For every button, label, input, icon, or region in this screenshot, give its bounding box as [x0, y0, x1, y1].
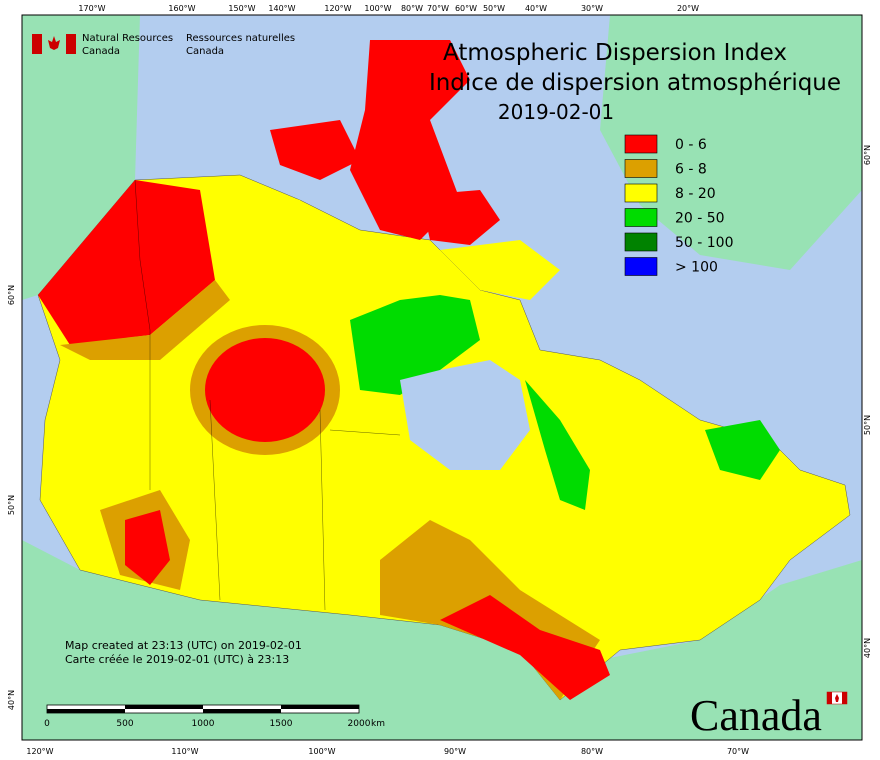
legend-label: 20 - 50 [675, 211, 725, 227]
scale-segment [47, 709, 125, 713]
credit-line: Carte créée le 2019-02-01 (UTC) à 23:13 [65, 653, 289, 666]
canada-wordmark: Canada [690, 691, 848, 740]
arctic-islands [230, 180, 330, 260]
region-low [38, 180, 215, 345]
legend-swatch [624, 208, 658, 227]
legend-swatch [624, 232, 658, 252]
latitude-label: 40°N [863, 638, 872, 658]
scale-bar: 0 500 1000 1500 2000 km [44, 704, 385, 729]
agency-name: Ressources naturelles [186, 33, 295, 44]
scale-segment [203, 709, 281, 713]
title: Atmospheric Dispersion Index [443, 40, 787, 66]
maple-leaf [835, 694, 839, 702]
agency-name: Natural Resources [82, 33, 173, 44]
arctic-islands [270, 120, 360, 180]
flag-bar [827, 692, 832, 704]
latitude-label: 60°N [7, 285, 16, 305]
legend-label: 0 - 6 [675, 137, 707, 153]
flag-bar [66, 34, 76, 54]
frame-border [21, 14, 863, 741]
longitude-label: 150°W [228, 4, 255, 13]
longitude-label: 140°W [268, 4, 295, 13]
latitude-label: 50°N [7, 495, 16, 515]
province-borders [134, 179, 401, 611]
border [209, 399, 221, 601]
arctic-islands [440, 240, 560, 300]
flag-bar [842, 692, 847, 704]
date: 2019-02-01 [498, 100, 614, 124]
longitude-label: 120°W [324, 4, 351, 13]
scale-label: 1000 [192, 719, 215, 729]
legend-swatch [624, 257, 658, 276]
longitude-label: 70°W [427, 4, 449, 13]
latitude-label: 40°N [7, 690, 16, 710]
flag-bar [32, 34, 42, 54]
title: Indice de dispersion atmosphérique [429, 70, 841, 96]
longitude-label: 30°W [581, 4, 603, 13]
legend-swatch [624, 159, 658, 178]
credit-line: Map created at 23:13 (UTC) on 2019-02-01 [65, 639, 302, 652]
scale-unit: km [371, 719, 385, 729]
longitude-label: 60°W [455, 4, 477, 13]
legend-swatch [624, 183, 658, 203]
legend-label: 6 - 8 [675, 162, 707, 178]
legend: 0 - 6 6 - 8 8 - 20 20 - 50 50 - 100 > 100 [624, 134, 734, 276]
arctic-islands [420, 190, 500, 245]
legend-label: > 100 [675, 260, 718, 276]
region-high [705, 420, 780, 480]
region-low [205, 338, 325, 442]
region-moderate [60, 280, 230, 360]
region-high [525, 380, 590, 510]
longitude-label: 120°W [26, 747, 53, 756]
longitude-label: 170°W [78, 4, 105, 13]
credits: Map created at 23:13 (UTC) on 2019-02-01… [65, 639, 302, 666]
greenland [600, 15, 862, 270]
border [134, 179, 151, 490]
longitude-label: 70°W [727, 747, 749, 756]
region-high [350, 295, 480, 395]
scale-label: 1500 [270, 719, 293, 729]
border [329, 429, 401, 436]
united-states [22, 540, 862, 740]
longitude-label: 20°W [677, 4, 699, 13]
longitude-label: 100°W [308, 747, 335, 756]
scale-label: 500 [116, 719, 133, 729]
longitude-label: 110°W [171, 747, 198, 756]
legend-label: 8 - 20 [675, 186, 716, 202]
legend-label: 50 - 100 [675, 235, 734, 251]
map-frame [22, 15, 862, 740]
longitude-label: 40°W [525, 4, 547, 13]
hudson-bay [400, 360, 530, 470]
region-low [440, 595, 610, 700]
latitude-label: 50°N [863, 415, 872, 435]
wordmark: Canada [690, 691, 822, 740]
longitude-label: 100°W [364, 4, 391, 13]
region-low [125, 510, 170, 585]
alaska [22, 15, 140, 300]
scale-label: 0 [44, 719, 50, 729]
nrcan-logo: Natural Resources Canada Ressources natu… [32, 33, 295, 57]
legend-swatch [624, 134, 658, 154]
scale-label: 2000 [348, 719, 371, 729]
graticule: 170°W 160°W 150°W 140°W 120°W 100°W 80°W 70°W 60… [7, 4, 872, 756]
maple-leaf [48, 36, 60, 50]
scale-segment [281, 705, 359, 709]
longitude-label: 80°W [581, 747, 603, 756]
scale-segment [125, 705, 203, 709]
agency-name: Canada [186, 46, 224, 57]
border [319, 409, 326, 611]
agency-name: Canada [82, 46, 120, 57]
longitude-label: 80°W [401, 4, 423, 13]
longitude-label: 160°W [168, 4, 195, 13]
latitude-label: 60°N [863, 145, 872, 165]
arctic-islands [350, 40, 470, 240]
longitude-label: 50°W [483, 4, 505, 13]
longitude-label: 90°W [444, 747, 466, 756]
